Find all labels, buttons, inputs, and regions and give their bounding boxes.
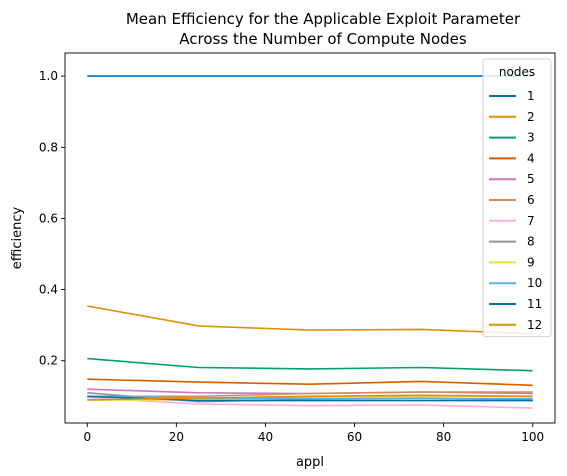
chart-title-line1: Mean Efficiency for the Applicable Explo… xyxy=(126,10,521,28)
plot-area-frame xyxy=(64,52,556,424)
y-tick-label: 1.0 xyxy=(39,69,58,83)
legend-label-4: 4 xyxy=(527,151,535,165)
y-tick-label: 0.2 xyxy=(39,354,58,368)
legend-label-12: 12 xyxy=(527,318,542,332)
chart-title-line2: Across the Number of Compute Nodes xyxy=(179,30,467,48)
series-line-2 xyxy=(87,305,533,335)
legend-label-8: 8 xyxy=(527,235,535,249)
series-line-6 xyxy=(87,391,533,398)
legend-label-7: 7 xyxy=(527,214,535,228)
legend-label-10: 10 xyxy=(527,276,542,290)
legend-label-6: 6 xyxy=(527,193,535,207)
x-tick-label: 100 xyxy=(521,430,544,444)
x-tick-label: 80 xyxy=(436,430,451,444)
series-line-4 xyxy=(87,378,533,387)
legend-label-3: 3 xyxy=(527,131,535,145)
y-tick-label: 0.6 xyxy=(39,211,58,225)
x-axis-label: appl xyxy=(296,455,324,470)
series-line-3 xyxy=(87,357,533,372)
x-tick-label: 0 xyxy=(83,430,91,444)
y-tick-label: 0.4 xyxy=(39,283,58,297)
series-line-12 xyxy=(87,394,533,401)
series-line-7 xyxy=(87,396,533,409)
legend-label-11: 11 xyxy=(527,297,542,311)
legend-label-2: 2 xyxy=(527,110,535,124)
x-tick-label: 40 xyxy=(258,430,273,444)
x-tick-label: 20 xyxy=(169,430,184,444)
y-tick-label: 0.8 xyxy=(39,140,58,154)
series-line-10 xyxy=(87,395,533,400)
x-tick-label: 60 xyxy=(347,430,362,444)
y-axis-label: efficiency xyxy=(10,206,25,269)
legend-label-1: 1 xyxy=(527,89,535,103)
legend-label-5: 5 xyxy=(527,172,535,186)
legend-title: nodes xyxy=(499,65,535,79)
legend-box xyxy=(482,58,552,338)
legend-label-9: 9 xyxy=(527,255,535,269)
